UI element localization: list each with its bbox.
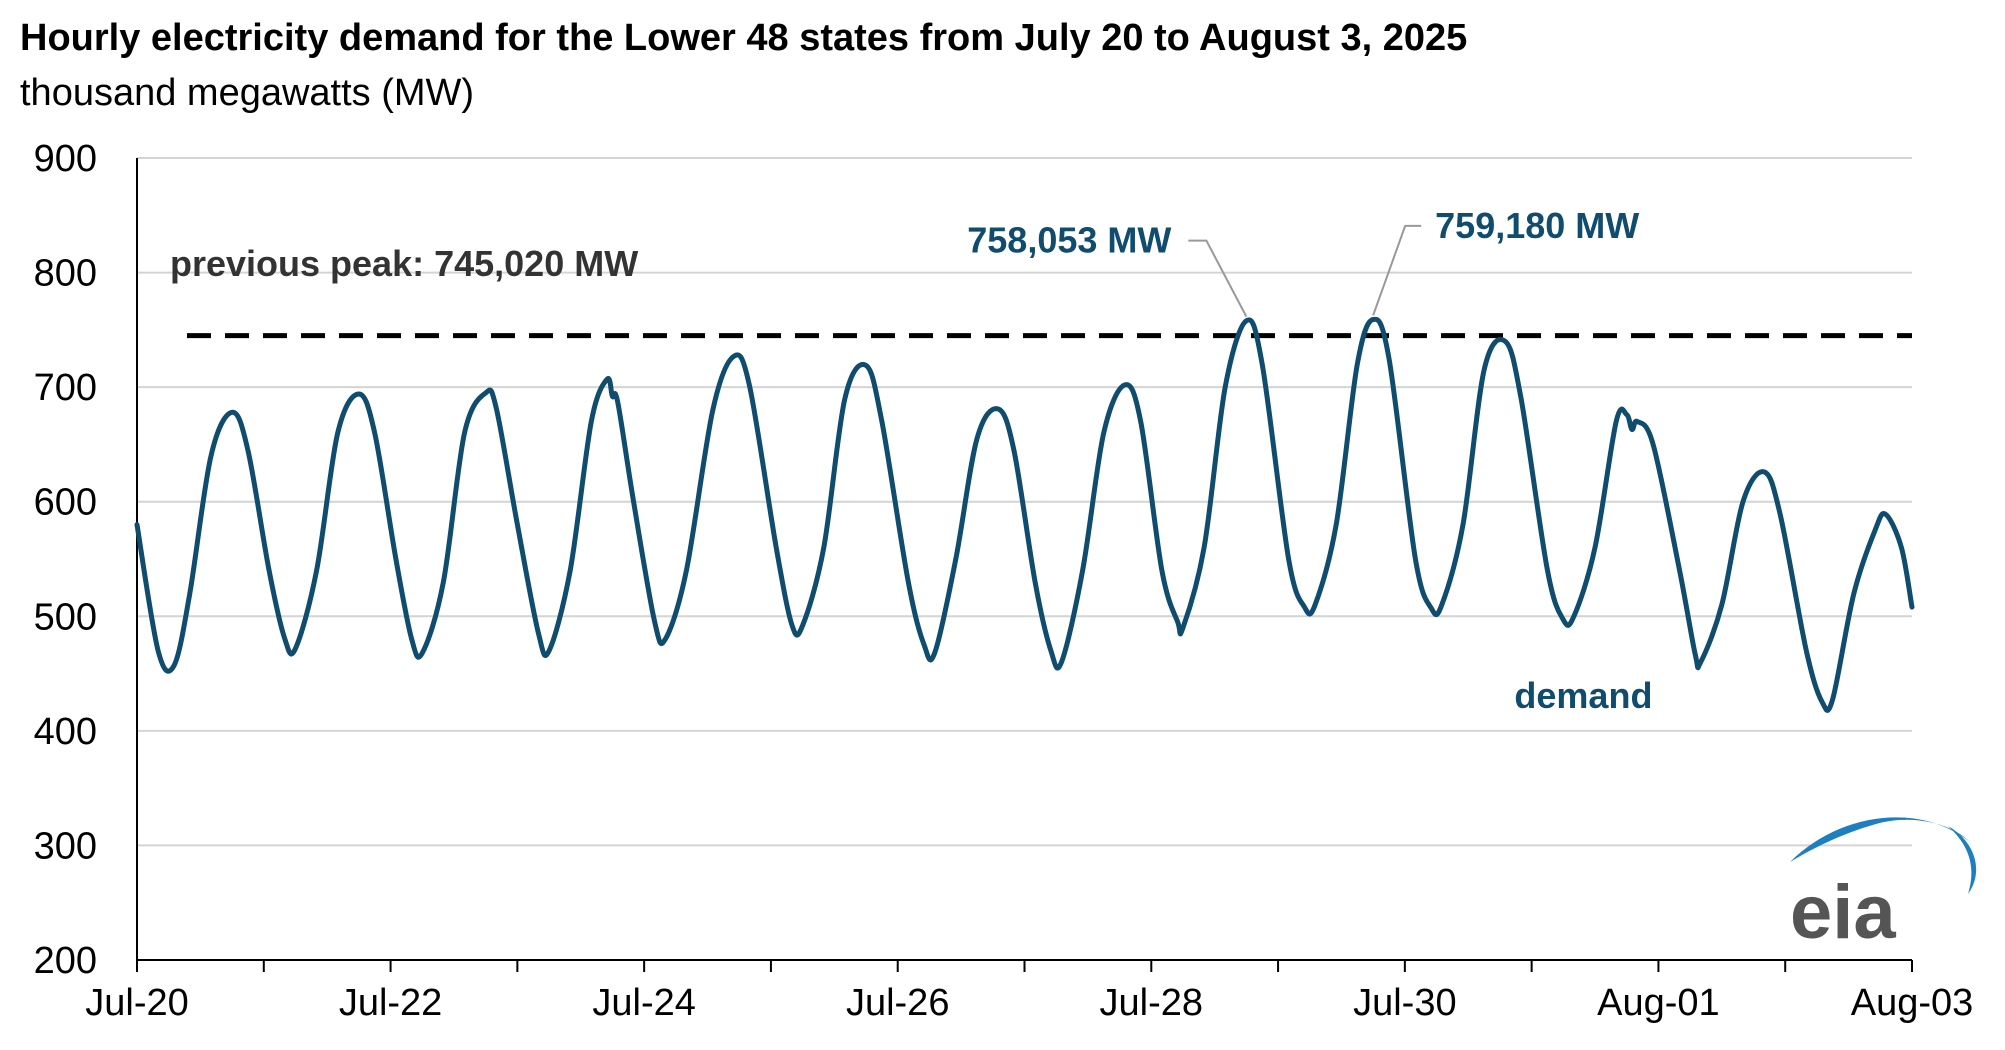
y-tick-label-800: 800 [34, 253, 97, 295]
chart-subtitle: thousand megawatts (MW) [20, 72, 474, 114]
y-axis: 200 300 400 500 600 700 800 900 [34, 138, 138, 982]
y-tick-label-900: 900 [34, 138, 97, 180]
previous-peak-label: previous peak: 745,020 MW [170, 243, 638, 284]
peak-annotations: 758,053 MW 759,180 MW [967, 205, 1639, 318]
y-tick-label-600: 600 [34, 482, 97, 524]
eia-logo-swoosh [1790, 817, 1970, 862]
x-axis: Jul-20 Jul-22 Jul-24 Jul-26 Jul-28 Jul-30 Aug-… [85, 959, 1974, 1024]
demand-series-line [134, 316, 1915, 713]
annotation-leader-1 [1188, 239, 1248, 318]
eia-logo: eia [1790, 817, 1977, 955]
y-tick-label-500: 500 [34, 596, 97, 638]
annotation-leader-2 [1372, 224, 1422, 316]
x-tick-label-jul-20: Jul-20 [85, 982, 189, 1024]
eia-logo-arc [1948, 826, 1977, 894]
y-tick-label-700: 700 [34, 367, 97, 409]
x-tick-label-jul-26: Jul-26 [846, 982, 950, 1024]
x-tick-label-jul-30: Jul-30 [1353, 982, 1457, 1024]
annotation-label-1: 758,053 MW [967, 220, 1171, 261]
x-tick-label-jul-28: Jul-28 [1100, 982, 1204, 1024]
chart-title: Hourly electricity demand for the Lower … [20, 17, 1467, 59]
demand-series-label: demand [1514, 675, 1652, 716]
x-tick-label-jul-22: Jul-22 [339, 982, 443, 1024]
x-tick-label-aug-01: Aug-01 [1597, 982, 1720, 1024]
y-tick-label-400: 400 [34, 711, 97, 753]
y-tick-label-300: 300 [34, 825, 97, 867]
x-tick-label-aug-03: Aug-03 [1851, 982, 1974, 1024]
x-tick-label-jul-24: Jul-24 [592, 982, 696, 1024]
gridlines [137, 157, 1912, 847]
annotation-label-2: 759,180 MW [1435, 205, 1639, 246]
eia-logo-text: eia [1790, 870, 1896, 955]
y-tick-label-200: 200 [34, 940, 97, 982]
